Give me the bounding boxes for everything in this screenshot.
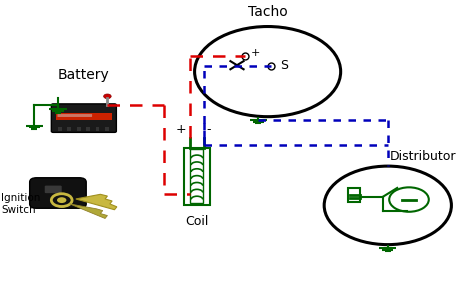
Circle shape	[324, 166, 451, 245]
Bar	[77, 127, 81, 131]
Text: +: +	[251, 48, 260, 58]
Polygon shape	[76, 194, 117, 210]
FancyBboxPatch shape	[57, 114, 92, 117]
Text: Coil: Coil	[185, 215, 209, 228]
Circle shape	[104, 94, 111, 99]
Text: Ignition
Switch: Ignition Switch	[1, 193, 41, 215]
Bar	[58, 127, 62, 131]
FancyBboxPatch shape	[45, 186, 62, 193]
Text: S: S	[280, 59, 288, 72]
Bar	[191, 149, 203, 203]
Bar	[184, 148, 210, 205]
Text: Battery: Battery	[58, 68, 109, 82]
Circle shape	[57, 197, 66, 203]
FancyBboxPatch shape	[30, 178, 86, 208]
Polygon shape	[70, 204, 108, 218]
Bar	[67, 127, 71, 131]
Text: Tacho: Tacho	[248, 5, 288, 19]
Bar	[96, 127, 100, 131]
Text: Distributor: Distributor	[390, 150, 456, 163]
Bar	[86, 127, 90, 131]
Text: -: -	[207, 123, 211, 136]
Text: +: +	[176, 123, 187, 136]
Bar	[55, 113, 112, 120]
Bar	[105, 127, 109, 131]
FancyBboxPatch shape	[51, 104, 117, 132]
Bar	[348, 188, 359, 203]
Circle shape	[195, 26, 341, 117]
